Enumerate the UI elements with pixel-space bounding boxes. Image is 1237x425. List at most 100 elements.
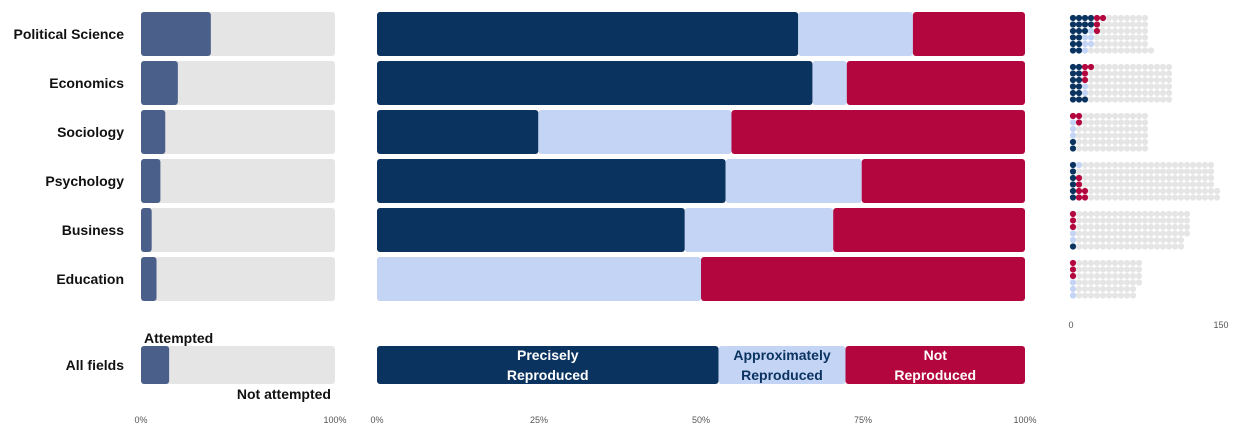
- unattempted-dot: [1147, 70, 1155, 77]
- unattempted-dot: [1141, 187, 1149, 195]
- unattempted-dot: [1183, 230, 1191, 237]
- precise-dot: [1069, 181, 1077, 188]
- unattempted-dot: [1075, 259, 1083, 267]
- unattempted-dot: [1159, 243, 1167, 250]
- unattempted-dot: [1111, 217, 1119, 224]
- unattempted-dot: [1087, 292, 1095, 299]
- unattempted-dot: [1177, 230, 1185, 237]
- unattempted-dot: [1087, 161, 1095, 169]
- unattempted-dot: [1105, 76, 1113, 84]
- unattempted-dot: [1177, 236, 1185, 244]
- field-label: Economics: [49, 75, 124, 91]
- unattempted-dot: [1183, 223, 1191, 231]
- unattempted-dot: [1129, 132, 1137, 139]
- unattempted-dot: [1165, 223, 1173, 231]
- approx-dot: [1069, 279, 1077, 286]
- unattempted-dot: [1171, 174, 1179, 182]
- approx-bar: [684, 208, 834, 252]
- approx-bar: [718, 346, 846, 384]
- unattempted-dot: [1147, 223, 1155, 231]
- unattempted-dot: [1159, 83, 1167, 90]
- unattempted-dot: [1105, 119, 1113, 126]
- unattempted-dot: [1105, 40, 1113, 48]
- unattempted-dot: [1099, 47, 1107, 54]
- precise-dot: [1075, 47, 1083, 54]
- unattempted-dot: [1147, 217, 1155, 224]
- precise-dot: [1069, 70, 1077, 77]
- unattempted-dot: [1141, 76, 1149, 84]
- unattempted-dot: [1153, 174, 1161, 182]
- unattempted-dot: [1111, 119, 1119, 126]
- unattempted-dot: [1111, 223, 1119, 231]
- unattempted-dot: [1099, 125, 1107, 133]
- tick-label: 100%: [1013, 415, 1036, 425]
- unattempted-dot: [1123, 217, 1131, 224]
- unattempted-dot: [1135, 70, 1143, 77]
- unattempted-dot: [1159, 236, 1167, 244]
- unattempted-dot: [1081, 174, 1089, 182]
- not-attempted-bar: [141, 110, 335, 154]
- unattempted-dot: [1135, 210, 1143, 218]
- unattempted-dot: [1147, 76, 1155, 84]
- unattempted-dot: [1177, 194, 1185, 201]
- unattempted-dot: [1129, 138, 1137, 146]
- unattempted-dot: [1129, 210, 1137, 218]
- unattempted-dot: [1087, 230, 1095, 237]
- unattempted-dot: [1129, 112, 1137, 120]
- not-reproduced-dot: [1075, 119, 1083, 126]
- segment-label: Not: [924, 347, 948, 363]
- precise-dot: [1075, 70, 1083, 77]
- unattempted-dot: [1123, 174, 1131, 182]
- unattempted-dot: [1093, 119, 1101, 126]
- unattempted-dot: [1105, 174, 1113, 182]
- unattempted-dot: [1123, 47, 1131, 54]
- unattempted-dot: [1135, 194, 1143, 201]
- unattempted-dot: [1093, 47, 1101, 54]
- unattempted-dot: [1081, 132, 1089, 139]
- unattempted-dot: [1099, 230, 1107, 237]
- unattempted-dot: [1129, 285, 1137, 293]
- unattempted-dot: [1093, 125, 1101, 133]
- unattempted-dot: [1153, 161, 1161, 169]
- unattempted-dot: [1171, 210, 1179, 218]
- precise-bar: [377, 12, 799, 56]
- precise-dot: [1087, 21, 1095, 28]
- unattempted-dot: [1141, 34, 1149, 41]
- unattempted-dot: [1189, 161, 1197, 169]
- unattempted-dot: [1087, 96, 1095, 103]
- unattempted-dot: [1105, 125, 1113, 133]
- unattempted-dot: [1129, 161, 1137, 169]
- unattempted-dot: [1075, 223, 1083, 231]
- not-reproduced-bar: [912, 12, 1025, 56]
- approx-dot: [1081, 40, 1089, 48]
- unattempted-dot: [1159, 187, 1167, 195]
- unattempted-dot: [1135, 125, 1143, 133]
- approx-dot: [1069, 230, 1077, 237]
- unattempted-dot: [1105, 34, 1113, 41]
- approx-dot: [1087, 40, 1095, 48]
- unattempted-dot: [1141, 83, 1149, 90]
- unattempted-dot: [1135, 14, 1143, 22]
- unattempted-dot: [1183, 217, 1191, 224]
- unattempted-dot: [1111, 181, 1119, 188]
- unattempted-dot: [1135, 236, 1143, 244]
- not-reproduced-dot: [1075, 174, 1083, 182]
- segment-label: Reproduced: [894, 367, 976, 383]
- unattempted-dot: [1123, 125, 1131, 133]
- unattempted-dot: [1141, 236, 1149, 244]
- unattempted-dot: [1207, 168, 1215, 175]
- unattempted-dot: [1141, 89, 1149, 97]
- unattempted-dot: [1129, 279, 1137, 286]
- unattempted-dot: [1183, 187, 1191, 195]
- unattempted-dot: [1099, 266, 1107, 273]
- unattempted-dot: [1111, 168, 1119, 175]
- unattempted-dot: [1129, 27, 1137, 35]
- unattempted-dot: [1105, 21, 1113, 28]
- unattempted-dot: [1123, 21, 1131, 28]
- attempted-bar: [141, 257, 157, 301]
- unattempted-dot: [1141, 161, 1149, 169]
- unattempted-dot: [1099, 259, 1107, 267]
- unattempted-dot: [1129, 119, 1137, 126]
- unattempted-dot: [1087, 132, 1095, 139]
- unattempted-dot: [1123, 27, 1131, 35]
